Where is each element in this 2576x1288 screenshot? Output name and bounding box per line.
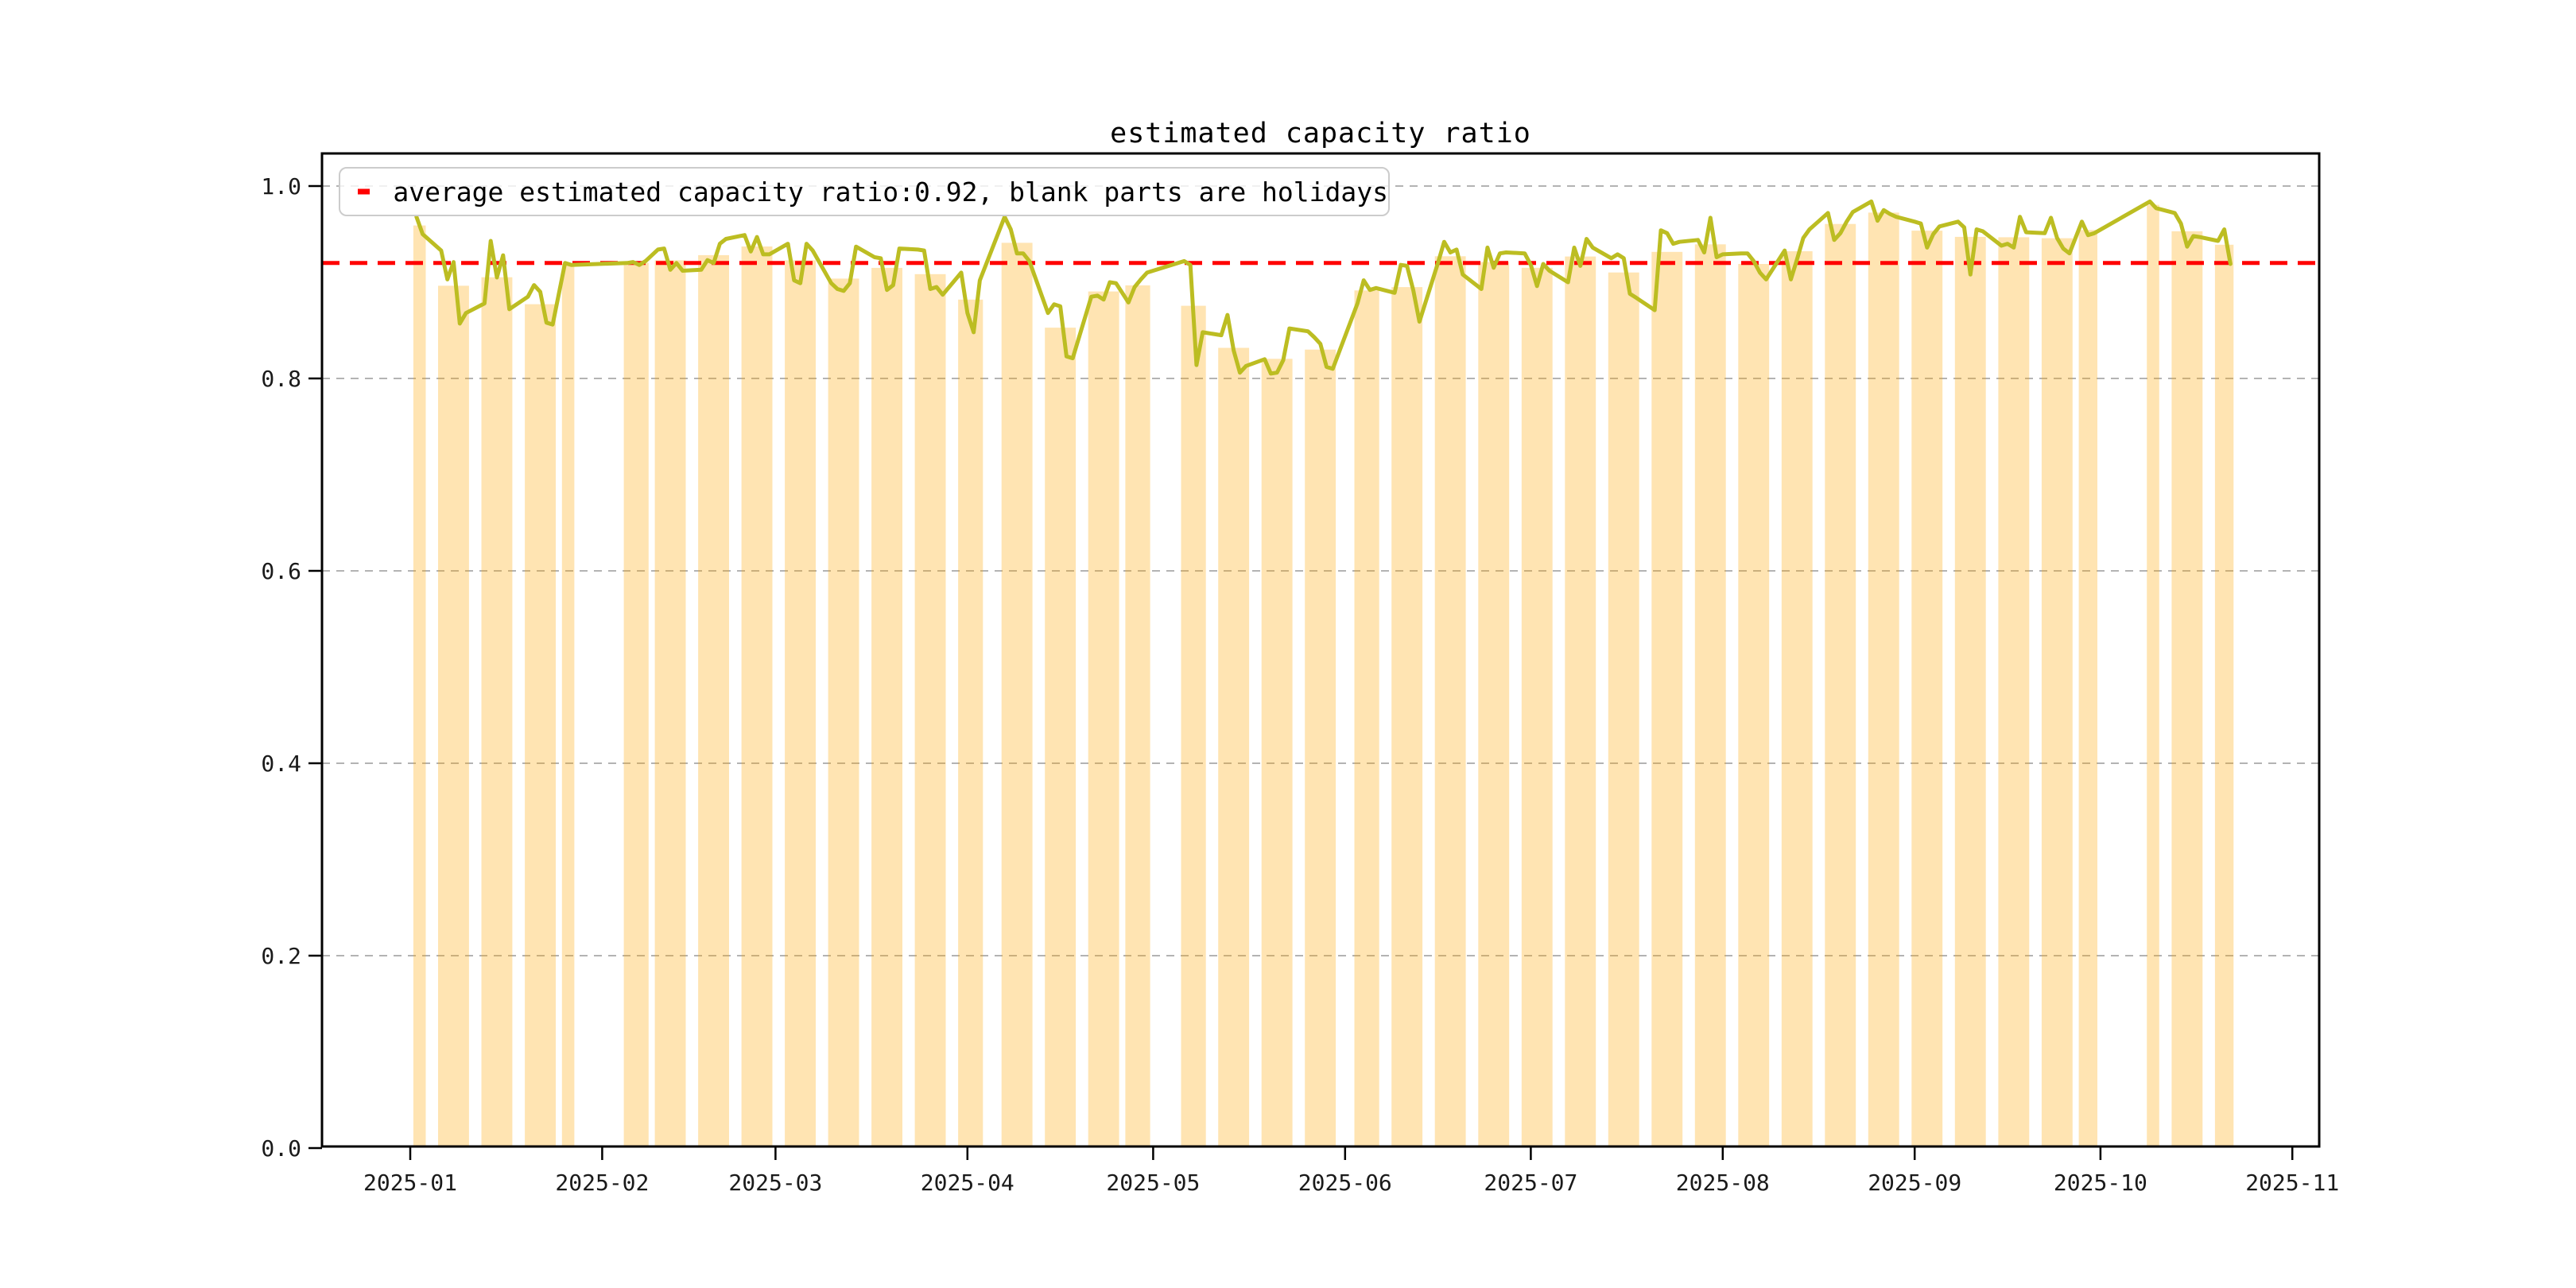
workday-band	[1354, 290, 1379, 1146]
workday-band	[1694, 244, 1726, 1146]
workday-band	[1565, 256, 1596, 1147]
workday-band	[623, 262, 649, 1146]
workday-band	[2041, 238, 2073, 1147]
workday-band	[1261, 359, 1293, 1146]
workday-band	[1045, 328, 1077, 1147]
workday-band	[1218, 347, 1250, 1146]
x-tick-label: 2025-01	[363, 1170, 457, 1196]
workday-band	[914, 274, 946, 1146]
workday-band	[561, 264, 575, 1146]
y-tick-label: 0.6	[261, 558, 301, 584]
workday-band	[1088, 291, 1119, 1147]
workday-band	[1608, 272, 1639, 1147]
legend: average estimated capacity ratio:0.92, b…	[339, 167, 1390, 216]
x-tick-label: 2025-10	[2054, 1170, 2147, 1196]
x-tick-label: 2025-07	[1484, 1170, 1577, 1196]
y-tick-label: 0.4	[261, 751, 301, 777]
workday-band	[1651, 251, 1683, 1146]
workday-band	[958, 299, 983, 1146]
x-tick-label: 2025-03	[728, 1170, 822, 1196]
x-tick-label: 2025-06	[1298, 1170, 1392, 1196]
workday-band	[1868, 212, 1899, 1146]
workday-band	[871, 267, 902, 1146]
workday-band	[1478, 262, 1510, 1147]
x-tick-label: 2025-05	[1106, 1170, 1200, 1196]
workday-band	[1001, 242, 1033, 1146]
x-tick-label: 2025-02	[555, 1170, 649, 1196]
workday-band	[438, 285, 469, 1146]
y-tick-label: 0.0	[261, 1135, 301, 1162]
workday-band	[2147, 204, 2159, 1147]
workday-band	[1998, 237, 2030, 1146]
workday-band	[1825, 223, 1856, 1147]
workday-band	[828, 278, 859, 1146]
workday-band	[1521, 267, 1553, 1146]
workday-band	[1781, 251, 1813, 1146]
workday-band	[1954, 236, 1986, 1146]
x-tick-label: 2025-11	[2245, 1170, 2339, 1196]
y-tick-label: 1.0	[261, 173, 301, 200]
workday-band	[2171, 231, 2203, 1146]
workday-band	[2214, 244, 2234, 1146]
workday-band	[1125, 285, 1150, 1146]
workday-band	[1911, 231, 1943, 1147]
workday-band	[785, 260, 816, 1146]
workday-band	[1434, 256, 1466, 1146]
workday-band	[1391, 287, 1423, 1147]
legend-label: average estimated capacity ratio:0.92, b…	[393, 176, 1388, 208]
x-tick-label: 2025-08	[1676, 1170, 1770, 1196]
workday-band	[654, 260, 686, 1146]
chart-title: estimated capacity ratio	[1110, 118, 1531, 149]
capacity-line	[414, 199, 2233, 376]
x-tick-label: 2025-09	[1868, 1170, 1961, 1196]
workday-band	[1305, 349, 1336, 1146]
x-tick-label: 2025-04	[921, 1170, 1014, 1196]
workday-band	[741, 246, 773, 1146]
y-tick-label: 0.8	[261, 366, 301, 392]
workday-band	[1181, 305, 1206, 1147]
y-tick-label: 0.2	[261, 943, 301, 969]
workday-band	[413, 225, 426, 1147]
workday-band	[698, 254, 729, 1146]
legend-average-line-sample	[358, 188, 373, 195]
workday-band	[481, 277, 513, 1147]
workday-band	[1738, 264, 1770, 1146]
plot-border	[320, 152, 2321, 1148]
workday-band	[2078, 230, 2097, 1146]
workday-band	[525, 304, 556, 1147]
